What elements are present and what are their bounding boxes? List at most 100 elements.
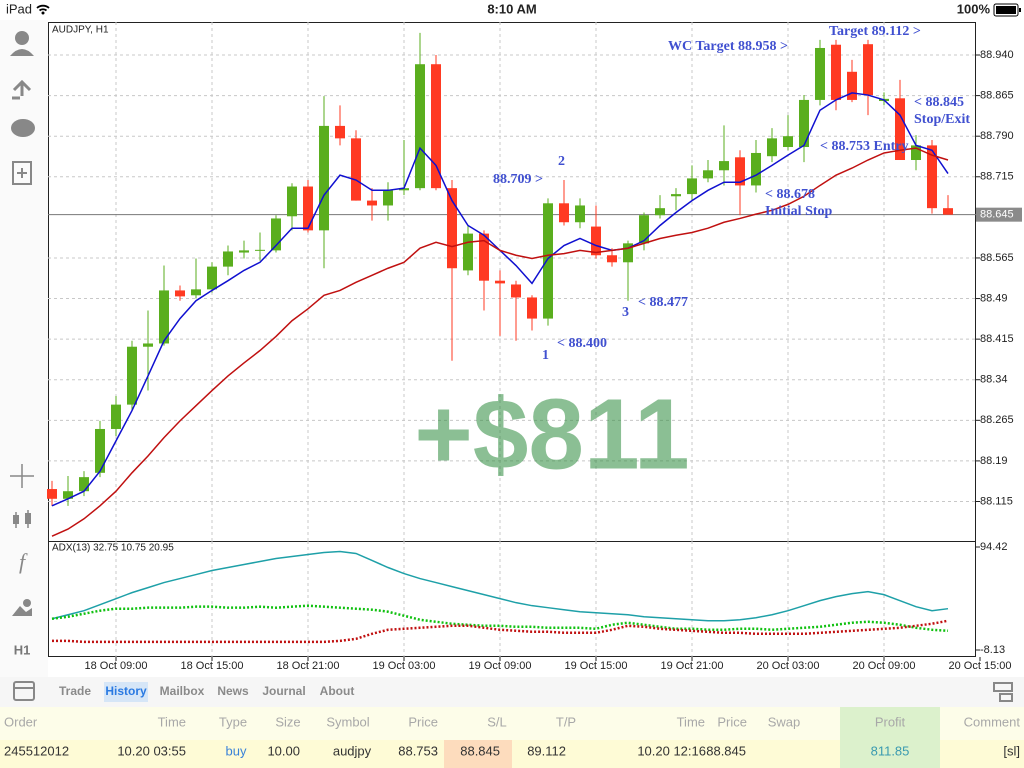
table-cell[interactable]: audjpy bbox=[333, 743, 372, 758]
objects-icon[interactable] bbox=[12, 606, 32, 616]
candle-body bbox=[767, 138, 777, 157]
candle-body bbox=[159, 290, 169, 344]
table-cell[interactable]: 811.85 bbox=[871, 743, 910, 758]
candle-body bbox=[447, 188, 457, 269]
candle-body bbox=[271, 218, 281, 251]
annotation: 3 bbox=[622, 305, 629, 320]
trade-icon[interactable] bbox=[12, 79, 32, 100]
table-header: Price bbox=[717, 714, 747, 729]
table-header: Time bbox=[677, 714, 705, 729]
candle-body bbox=[687, 178, 697, 195]
y-tick-label: 88.19 bbox=[980, 455, 1008, 467]
table-cell[interactable]: 88.753 bbox=[398, 743, 438, 758]
profit-watermark: +$811 bbox=[414, 378, 689, 490]
table-header: Order bbox=[4, 714, 38, 729]
tab[interactable]: Journal bbox=[262, 684, 305, 698]
table-cell[interactable]: 88.845 bbox=[460, 743, 500, 758]
annotation: 88.709 > bbox=[493, 172, 543, 187]
indicator-icon[interactable]: f bbox=[19, 549, 28, 574]
y-tick-label: 88.49 bbox=[980, 292, 1008, 304]
new-order-plus bbox=[17, 168, 27, 178]
current-price-label: 88.645 bbox=[980, 209, 1014, 221]
timeframe-button[interactable]: H1 bbox=[14, 642, 31, 657]
candle-body bbox=[287, 186, 297, 217]
indicator-line bbox=[52, 619, 949, 644]
candle-body bbox=[431, 64, 441, 189]
tab[interactable]: Trade bbox=[59, 684, 91, 698]
candle-body bbox=[655, 208, 665, 216]
table-cell[interactable]: 10.20 12:16 bbox=[637, 743, 706, 758]
candle-body bbox=[591, 226, 601, 256]
calendar-icon[interactable] bbox=[13, 681, 35, 701]
candle-body bbox=[495, 280, 505, 284]
x-tick-label: 20 Oct 15:00 bbox=[949, 660, 1012, 672]
annotation: Initial Stop bbox=[765, 204, 833, 219]
candle-body bbox=[223, 251, 233, 267]
chart-title: AUDJPY, H1 bbox=[52, 25, 109, 36]
candle-body bbox=[511, 284, 521, 298]
clock: 8:10 AM bbox=[487, 1, 536, 16]
new-order-icon[interactable] bbox=[12, 161, 32, 185]
y-tick-label: 88.790 bbox=[980, 130, 1014, 142]
battery-tip bbox=[1019, 8, 1021, 12]
account-icon[interactable] bbox=[15, 31, 29, 45]
candle-body bbox=[863, 44, 873, 96]
candle-body bbox=[607, 255, 617, 263]
crosshair-icon[interactable] bbox=[10, 464, 34, 488]
table-cell[interactable]: 245512012 bbox=[4, 743, 69, 758]
x-tick-label: 19 Oct 03:00 bbox=[373, 660, 436, 672]
layout-icon[interactable] bbox=[993, 682, 1013, 692]
candle-body bbox=[479, 233, 489, 281]
candle-body bbox=[415, 64, 425, 189]
annotation: Target 89.112 > bbox=[829, 24, 921, 39]
table-cell[interactable]: buy bbox=[226, 743, 247, 758]
wifi-icon bbox=[36, 4, 50, 12]
candle-body bbox=[559, 203, 569, 223]
candle-body bbox=[239, 250, 249, 253]
y-tick-label: -8.13 bbox=[980, 644, 1005, 656]
table-cell[interactable]: 88.845 bbox=[706, 743, 746, 758]
table-header: Time bbox=[158, 714, 186, 729]
annotation: 1 bbox=[542, 348, 549, 363]
tab[interactable]: History bbox=[105, 684, 147, 698]
candle-body bbox=[799, 99, 809, 148]
x-tick-label: 18 Oct 21:00 bbox=[277, 660, 340, 672]
candle-body bbox=[47, 489, 57, 499]
candle-body bbox=[639, 215, 649, 244]
account-icon-body bbox=[10, 49, 34, 56]
y-tick-label: 88.415 bbox=[980, 333, 1014, 345]
candle-body bbox=[911, 145, 921, 161]
device-label: iPad bbox=[6, 1, 32, 16]
chat-icon[interactable] bbox=[11, 119, 35, 137]
tab[interactable]: News bbox=[217, 684, 249, 698]
candle-body bbox=[303, 186, 313, 231]
x-tick-label: 18 Oct 09:00 bbox=[85, 660, 148, 672]
candle-body bbox=[671, 194, 681, 197]
table-cell[interactable]: [sl] bbox=[1003, 743, 1020, 758]
table-header: T/P bbox=[556, 714, 576, 729]
tab[interactable]: Mailbox bbox=[160, 684, 205, 698]
candle-body bbox=[735, 157, 745, 186]
annotation: < 88.477 bbox=[638, 295, 688, 310]
candle-body bbox=[79, 477, 89, 492]
tab[interactable]: About bbox=[320, 684, 355, 698]
annotation: < 88.678 bbox=[765, 187, 815, 202]
table-header: Size bbox=[275, 714, 300, 729]
annotation: < 88.845 bbox=[914, 95, 964, 110]
candle-body bbox=[815, 47, 825, 100]
candle-body bbox=[399, 188, 409, 191]
current-price-box bbox=[976, 207, 1022, 222]
candle-body bbox=[95, 428, 105, 473]
candle-body bbox=[463, 233, 473, 271]
y-tick-label: 88.715 bbox=[980, 171, 1014, 183]
candle-body bbox=[719, 161, 729, 171]
candle-body bbox=[383, 190, 393, 206]
candle-body bbox=[367, 200, 377, 206]
table-header: Comment bbox=[964, 714, 1021, 729]
table-cell[interactable]: 10.00 bbox=[267, 743, 300, 758]
candle-body bbox=[143, 343, 153, 347]
table-cell[interactable]: 10.20 03:55 bbox=[117, 743, 186, 758]
x-tick-label: 19 Oct 21:00 bbox=[661, 660, 724, 672]
table-cell[interactable]: 89.112 bbox=[527, 743, 566, 758]
